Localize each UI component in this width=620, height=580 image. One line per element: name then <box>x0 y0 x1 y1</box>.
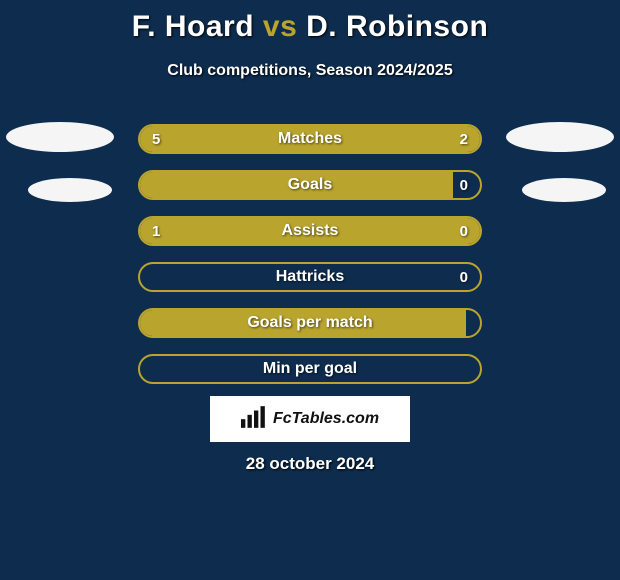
stat-value-right: 0 <box>460 264 468 290</box>
subtitle: Club competitions, Season 2024/2025 <box>0 62 620 80</box>
stats-container: Matches52Goals0Assists10Hattricks0Goals … <box>138 124 482 400</box>
title-player2: D. Robinson <box>306 10 488 43</box>
chart-icon <box>241 406 267 433</box>
stat-label: Assists <box>140 218 480 244</box>
page-title: F. Hoard vs D. Robinson <box>0 10 620 44</box>
player1-club-badge <box>28 178 112 202</box>
stat-value-left: 5 <box>152 126 160 152</box>
stat-row: Hattricks0 <box>138 262 482 292</box>
stat-value-right: 0 <box>460 218 468 244</box>
date: 28 october 2024 <box>0 454 620 474</box>
stat-label: Goals per match <box>140 310 480 336</box>
stat-row: Matches5 2 <box>138 124 482 154</box>
stat-label: Hattricks <box>140 264 480 290</box>
stat-value-right: 0 <box>460 172 468 198</box>
stat-label: Matches <box>140 126 480 152</box>
stat-row: Assists1 0 <box>138 216 482 246</box>
player1-avatar <box>6 122 114 152</box>
stat-row: Goals0 <box>138 170 482 200</box>
watermark: FcTables.com <box>210 396 410 442</box>
stat-label: Goals <box>140 172 480 198</box>
title-vs: vs <box>263 10 297 43</box>
stat-value-right: 2 <box>460 126 468 152</box>
watermark-text: FcTables.com <box>273 410 379 428</box>
title-player1: F. Hoard <box>132 10 254 43</box>
stat-value-left: 1 <box>152 218 160 244</box>
stat-row: Min per goal <box>138 354 482 384</box>
player2-avatar <box>506 122 614 152</box>
stat-label: Min per goal <box>140 356 480 382</box>
stat-row: Goals per match <box>138 308 482 338</box>
player2-club-badge <box>522 178 606 202</box>
